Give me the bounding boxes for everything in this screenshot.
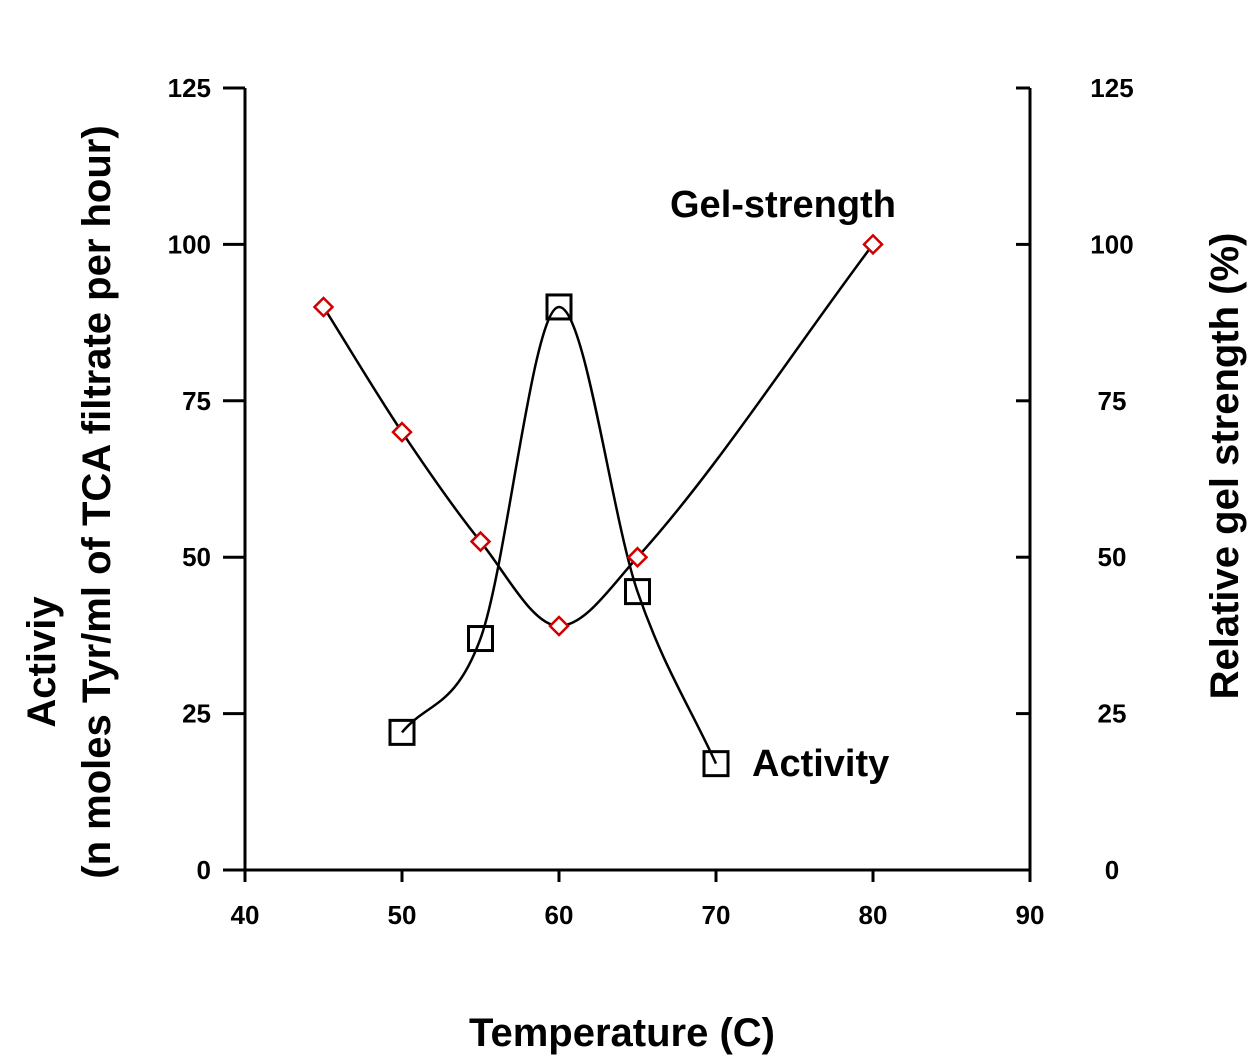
gel-strength-marker	[548, 615, 570, 637]
gel-strength-curve	[322, 243, 874, 628]
gel-strength-marker	[391, 421, 413, 443]
right-y-tick-label: 125	[1090, 73, 1133, 103]
x-tick-label: 80	[859, 900, 888, 930]
fit-curves	[322, 243, 874, 765]
right-y-tick-label: 75	[1098, 386, 1127, 416]
x-tick-label: 70	[702, 900, 731, 930]
x-axis-title: Temperature (C)	[469, 1011, 775, 1055]
x-tick-label: 50	[388, 900, 417, 930]
x-tick-label: 90	[1016, 900, 1045, 930]
left-y-tick-label: 50	[182, 542, 211, 572]
right-y-tick-label: 0	[1105, 855, 1119, 885]
left-y-axis-title-line1: Activiy	[20, 596, 64, 728]
activity-series-label: Activity	[752, 743, 889, 785]
left-y-tick-label: 75	[182, 386, 211, 416]
data-markers	[312, 233, 884, 778]
activity-marker	[624, 578, 651, 606]
left-y-tick-label: 125	[168, 73, 211, 103]
right-y-axis-ticks: 0 25 50 75 100 125	[1016, 73, 1134, 885]
gel-strength-marker	[862, 233, 884, 256]
left-y-tick-label: 25	[182, 699, 211, 729]
activity-marker	[545, 293, 573, 321]
x-tick-label: 60	[545, 900, 574, 930]
right-y-tick-label: 50	[1098, 542, 1127, 572]
left-y-tick-label: 0	[197, 855, 211, 885]
gel-strength-marker	[469, 530, 492, 553]
activity-curve	[401, 305, 718, 765]
activity-marker	[702, 750, 730, 778]
gel-strength-marker	[626, 546, 649, 568]
gel-strength-marker	[312, 296, 335, 318]
gel-strength-series-label: Gel-strength	[670, 184, 896, 226]
x-tick-label: 40	[231, 900, 260, 930]
x-axis-ticks: 40 50 60 70 80 90	[231, 870, 1045, 930]
right-y-tick-label: 25	[1098, 699, 1127, 729]
left-y-tick-label: 100	[168, 229, 211, 259]
right-y-axis-title: Relative gel strength (%)	[1203, 233, 1247, 700]
activity-marker	[388, 718, 416, 746]
activity-marker	[467, 625, 494, 653]
left-y-axis-title-line2: (n moles Tyr/ml of TCA filtrate per hour…	[75, 125, 119, 878]
plot-frame	[243, 88, 1032, 872]
right-y-tick-label: 100	[1090, 229, 1133, 259]
left-y-axis-ticks: 0 25 50 75 100 125	[168, 73, 245, 885]
